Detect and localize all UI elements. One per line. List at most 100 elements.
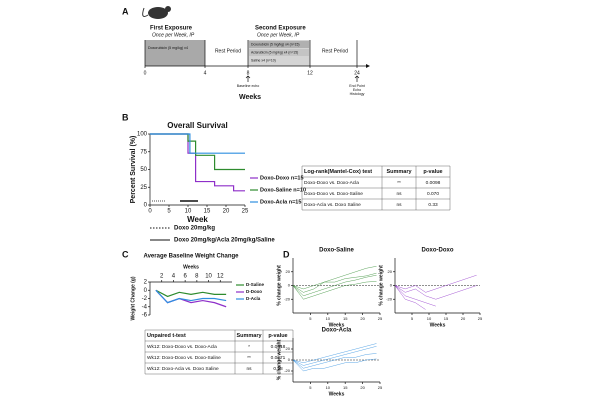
chart-title: Doxo-Saline (319, 248, 354, 254)
table-cell: Wk12: Doxo-Doxo vs. Doxo-Acla (147, 344, 217, 350)
x-tick-label: 10 (205, 274, 212, 280)
legend-label: D-Acla (246, 296, 261, 301)
legend-label: D-Saline (246, 282, 265, 287)
panel-label: C (122, 249, 129, 259)
y-axis-label: Weight Change (g) (130, 276, 136, 320)
series-line (292, 346, 377, 366)
y-tick-label: -4 (142, 304, 148, 310)
timeline-tick-label: 24 (354, 70, 360, 76)
mouse-icon (165, 6, 171, 12)
timeline-tick-label: 4 (204, 70, 207, 76)
y-axis-label: % change weight (276, 265, 282, 306)
x-tick-label: 10 (185, 209, 192, 215)
y-tick-label: 100 (137, 132, 148, 138)
x-tick-label: 10 (326, 316, 331, 321)
y-axis-label: % change weight (276, 339, 282, 380)
axis-label: Weeks (239, 94, 261, 101)
legend-label: Doxo-Saline n=10 (260, 187, 306, 193)
series-line (150, 133, 245, 154)
x-tick-label: 15 (444, 316, 449, 321)
timeline-subtitle: Once per Week, IP (257, 32, 300, 38)
series-line (292, 266, 377, 293)
series-line (155, 289, 227, 298)
x-tick-label: 5 (411, 316, 414, 321)
y-tick-label: 50 (140, 167, 147, 173)
series-line (394, 285, 436, 307)
timeline-tick-label: 12 (307, 70, 313, 76)
table-cell: Log-rank(Mantel-Cox) test (304, 169, 372, 175)
chart-title: Doxo-Doxo (422, 248, 454, 254)
x-tick-label: 15 (343, 385, 348, 390)
y-tick-label: 75 (140, 149, 147, 155)
x-tick-label: 6 (183, 274, 187, 280)
y-tick-label: 25 (140, 185, 147, 191)
y-tick-label: 0 (144, 288, 148, 294)
table-cell: Summary (236, 333, 262, 339)
panel-label: D (283, 249, 290, 259)
arrow (354, 75, 360, 82)
x-tick-label: 12 (217, 274, 224, 280)
table-cell: Doxo-Acla vs. Doxo Saline (304, 202, 361, 208)
x-tick-label: 15 (343, 316, 348, 321)
y-tick-label: 0 (144, 203, 148, 209)
chart-title: Average Baseline Weight Change (143, 254, 239, 260)
series-line (292, 272, 377, 290)
y-tick-label: -20 (284, 296, 291, 301)
table-cell: 0.33 (428, 202, 438, 208)
x-axis-label: Weeks (329, 322, 345, 328)
legend-label: D-Doxo (246, 289, 262, 294)
table-cell: Wk12: Doxo-Doxo vs. Doxo-Saline (147, 355, 221, 361)
x-axis-label: Weeks (430, 322, 446, 328)
series-line (150, 133, 245, 171)
y-tick-label: -2 (142, 296, 148, 302)
y-tick-label: 0 (288, 357, 291, 362)
y-tick-label: -6 (142, 313, 148, 319)
timeline-subtitle: Once per Week, IP (152, 32, 195, 38)
table-cell: 0.070 (427, 191, 439, 197)
annotation: Baseline echo (237, 84, 260, 88)
table-cell: Unpaired t-test (147, 333, 186, 339)
x-tick-label: 25 (242, 209, 249, 215)
panel-label: A (122, 6, 129, 16)
table-cell: Doxo-Doxo vs. Doxo-Acla (304, 180, 359, 186)
x-tick-label: 5 (167, 209, 171, 215)
mouse-icon (148, 7, 168, 19)
y-tick-label: 0 (390, 283, 393, 288)
y-tick-label: -20 (386, 296, 393, 301)
x-tick-label: 10 (427, 316, 432, 321)
dose-box (249, 49, 309, 56)
timeline-tick-label: 0 (144, 70, 147, 76)
y-axis-label: % change weight (378, 265, 384, 306)
y-axis-label: Percent Survival (%) (130, 136, 137, 204)
x-tick-label: 10 (326, 385, 331, 390)
table-cell: ns (396, 192, 402, 197)
dose-box (145, 40, 205, 66)
y-tick-label: -20 (284, 368, 291, 373)
series-line (394, 285, 426, 310)
series-line (292, 358, 377, 372)
x-tick-label: 20 (360, 316, 365, 321)
legend-label: Doxo 20mg/kg (174, 226, 215, 232)
table-cell: 0.0071 (271, 355, 286, 361)
panel-label: B (122, 112, 129, 122)
x-tick-label: 20 (461, 316, 466, 321)
y-tick-label: 0 (288, 283, 291, 288)
x-tick-label: 4 (172, 274, 176, 280)
dose-label: Saline x4 (n=10) (251, 58, 276, 62)
y-tick-label: 20 (388, 269, 393, 274)
x-axis-label: Weeks (329, 391, 345, 397)
table-cell: Summary (386, 169, 412, 175)
table-cell: 0.0098 (426, 180, 441, 186)
table-cell: Wk12: Doxo-Acla vs. Doxo Saline (147, 366, 219, 372)
timeline-title: First Exposure (150, 26, 193, 32)
timeline-title: Second Exposure (255, 26, 306, 32)
arrow (245, 75, 251, 82)
table-cell: 0.98 (273, 366, 283, 372)
table-cell: ns (396, 203, 402, 208)
x-tick-label: 2 (160, 274, 164, 280)
y-tick-label: 20 (286, 269, 291, 274)
legend-label: Doxo-Acla n=15 (260, 199, 301, 205)
x-tick-label: 25 (378, 316, 383, 321)
x-tick-label: 25 (378, 385, 383, 390)
